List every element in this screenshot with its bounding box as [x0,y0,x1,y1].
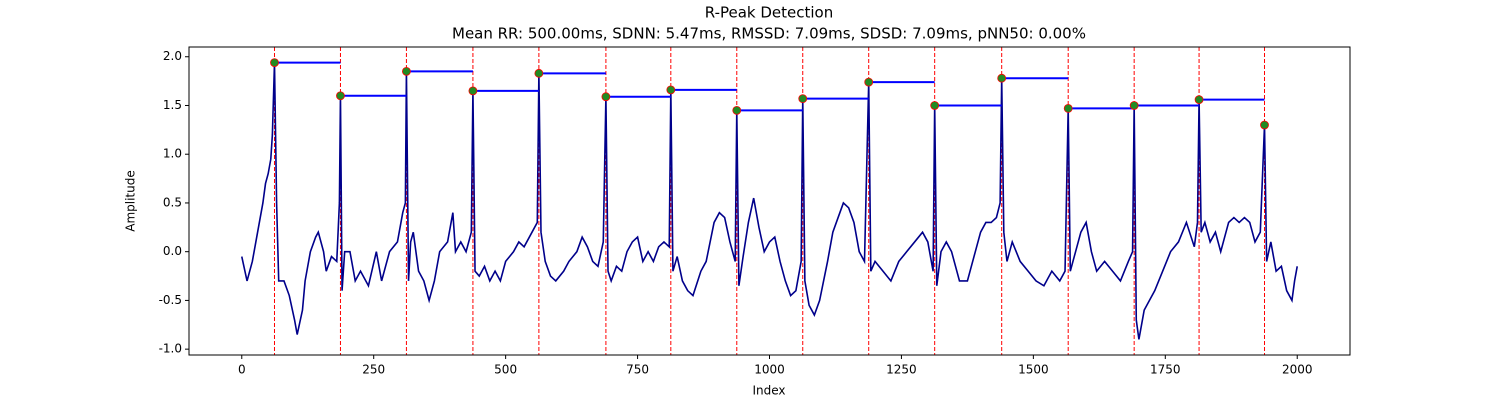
peak-marker [864,77,874,87]
x-tick-label: 250 [362,363,385,377]
x-tick-label: 750 [626,363,649,377]
peak-marker [270,58,279,67]
y-tick-label: 1.5 [163,98,182,112]
peak-marker [732,105,742,115]
peak-marker [798,94,808,104]
chart-title: R-Peak Detection [705,4,833,22]
y-axis-label: Amplitude [124,170,138,232]
peak-marker [402,66,411,76]
y-tick-label: 1.0 [163,147,182,161]
plot-frame [188,46,1351,356]
y-tick-label: -1.0 [159,342,182,356]
peak-marker [930,101,940,110]
y-tick-label: 2.0 [163,49,182,63]
x-axis-label: Index [752,384,785,398]
peak-marker [1260,120,1269,130]
y-tick-label: 0.5 [163,195,182,209]
peak-marker [997,73,1007,83]
x-tick-label: 1750 [1150,363,1181,377]
peak-marker [601,92,611,102]
x-tick-label: 1250 [886,363,917,377]
peak-marker [534,68,544,78]
peak-marker [336,91,345,101]
x-tick-label: 500 [494,363,517,377]
x-tick-label: 2000 [1282,363,1313,377]
x-tick-label: 1500 [1018,363,1049,377]
peak-marker [1194,95,1204,105]
peak-marker [1129,101,1139,110]
x-tick-label: 1000 [754,363,785,377]
signal-line [240,62,1299,340]
peak-marker [666,85,676,95]
peak-marker [1063,104,1073,113]
x-tick-label: 0 [238,363,246,377]
y-tick-label: -0.5 [159,293,182,307]
peak-marker [468,86,478,96]
chart-subtitle: Mean RR: 500.00ms, SDNN: 5.47ms, RMSSD: … [452,25,1086,43]
y-tick-label: 0.0 [163,244,182,258]
